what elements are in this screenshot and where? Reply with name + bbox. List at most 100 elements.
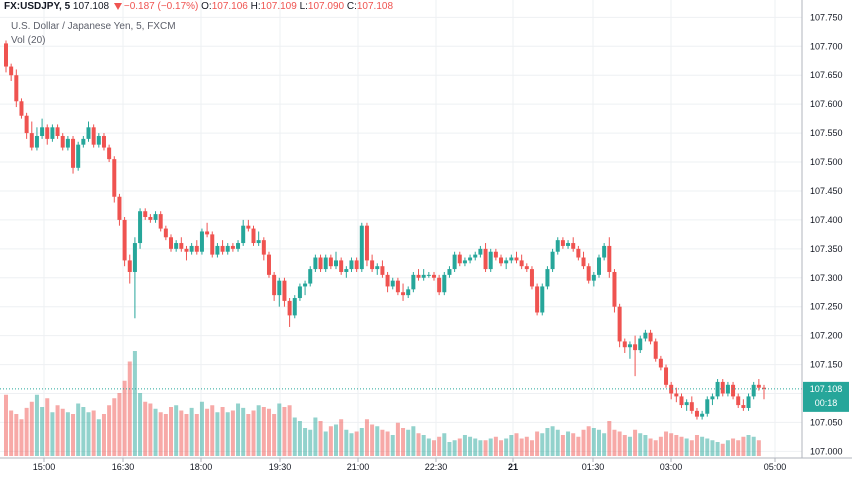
volume-bar: [560, 435, 565, 456]
time-tick-label: 18:00: [190, 462, 213, 472]
volume-bar: [627, 436, 632, 456]
candle: [24, 112, 29, 139]
volume-bar: [571, 433, 576, 456]
candle: [19, 98, 24, 119]
candle: [122, 217, 127, 267]
candle: [230, 243, 235, 252]
volume-bar: [447, 442, 452, 456]
candle: [328, 254, 333, 270]
volume-bar: [705, 438, 710, 456]
candle: [287, 298, 292, 327]
candle: [158, 211, 163, 232]
volume-bar: [112, 398, 117, 456]
volume-bar: [509, 435, 514, 456]
volume-bar: [684, 438, 689, 456]
price-tick-label: 107.350: [810, 244, 843, 254]
volume-bar: [751, 436, 756, 456]
candle: [50, 124, 55, 142]
candle: [14, 69, 19, 108]
high-value: 107.109: [260, 1, 297, 12]
candle: [746, 393, 751, 411]
volume-bar: [81, 407, 86, 456]
price-change: −0.187 (−0.17%): [123, 1, 199, 12]
candle: [349, 257, 354, 272]
volume-legend[interactable]: Vol (20): [11, 35, 46, 46]
candle: [607, 237, 612, 278]
price-tick-label: 107.650: [810, 70, 843, 80]
open-value: 107.106: [211, 1, 248, 12]
volume-bar: [401, 428, 406, 456]
candlestick-series: [4, 40, 766, 420]
candle: [390, 277, 395, 290]
time-tick-label: 21:00: [347, 462, 370, 472]
candle: [452, 251, 457, 272]
volume-bar: [354, 431, 359, 456]
volume-bar: [65, 412, 70, 456]
candle: [457, 251, 462, 267]
candle: [648, 329, 653, 345]
candle: [401, 283, 406, 301]
candle: [189, 243, 194, 255]
candle: [447, 266, 452, 278]
candle: [643, 329, 648, 342]
candle: [215, 243, 220, 258]
candle: [602, 243, 607, 261]
volume-bar: [107, 405, 112, 456]
volume-bar: [658, 436, 663, 456]
candle: [112, 156, 117, 203]
candle: [550, 248, 555, 272]
volume-bar: [14, 414, 19, 456]
candle: [545, 266, 550, 290]
candle: [483, 243, 488, 272]
volume-bar: [576, 436, 581, 456]
candle: [354, 257, 359, 272]
volume-bar: [586, 426, 591, 456]
candle: [694, 407, 699, 420]
volume-bar: [277, 403, 282, 456]
volume-bar: [746, 435, 751, 456]
volume-bar: [674, 435, 679, 456]
volume-bar: [40, 407, 45, 456]
candle: [138, 208, 143, 249]
volume-bar: [179, 410, 184, 456]
candle: [60, 133, 65, 151]
candle: [101, 133, 106, 151]
volume-bar: [756, 440, 761, 456]
volume-bar: [153, 408, 158, 456]
candle: [529, 266, 534, 290]
volume-bar: [344, 429, 349, 456]
volume-bar: [653, 440, 658, 456]
volume-bar: [493, 436, 498, 456]
volume-bar: [550, 426, 555, 456]
volume-bar: [731, 438, 736, 456]
symbol-name[interactable]: FX:USDJPY, 5: [4, 1, 71, 12]
candle: [225, 243, 230, 255]
candle: [395, 277, 400, 296]
volume-bar: [395, 422, 400, 456]
volume-bar: [633, 429, 638, 456]
volume-bar: [34, 394, 39, 456]
volume-bar: [91, 410, 96, 456]
volume-bar: [19, 419, 24, 456]
price-tick-label: 107.700: [810, 41, 843, 51]
volume-bar: [60, 408, 65, 456]
volume-bar: [364, 419, 369, 456]
symbol-header: FX:USDJPY, 5 107.108 −0.187 (−0.17%) O:1…: [4, 1, 394, 12]
volume-bar: [210, 405, 215, 456]
candle: [612, 269, 617, 313]
candle: [576, 245, 581, 261]
candle: [282, 277, 287, 307]
instrument-legend[interactable]: U.S. Dollar / Japanese Yen, 5, FXCM: [11, 21, 176, 32]
volume-bar: [545, 428, 550, 456]
price-tick-label: 107.300: [810, 273, 843, 283]
time-axis[interactable]: 15:00 16:30 18:00 19:30 21:00 22:30 21 01:30 03:…: [33, 458, 787, 472]
volume-bar: [390, 435, 395, 456]
candle: [256, 231, 261, 246]
candle: [736, 393, 741, 408]
candle: [679, 393, 684, 408]
volume-bar: [158, 412, 163, 456]
candle: [653, 338, 658, 362]
volume-bar: [643, 435, 648, 456]
price-tick-label: 107.600: [810, 99, 843, 109]
